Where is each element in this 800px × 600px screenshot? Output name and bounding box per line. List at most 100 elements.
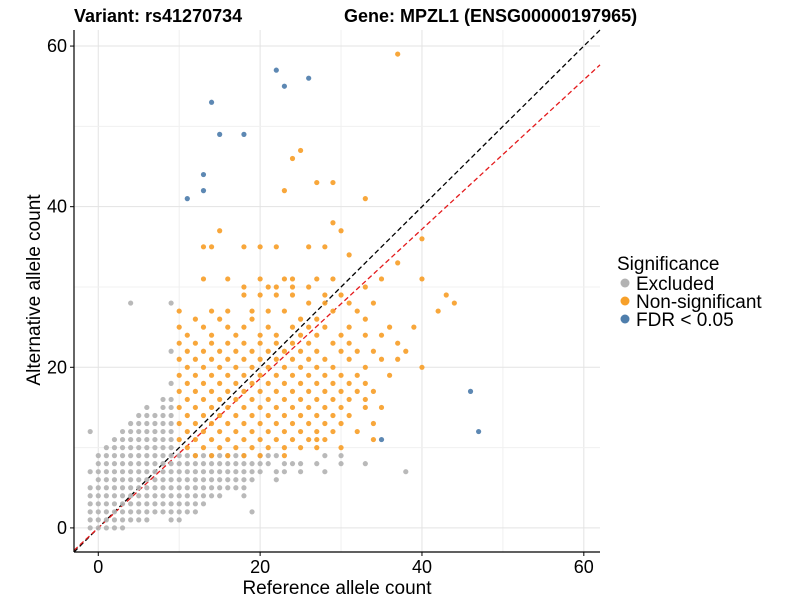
- point-excluded: [119, 493, 126, 499]
- point-excluded: [95, 501, 101, 507]
- point-excluded: [160, 501, 166, 507]
- point-excluded: [119, 445, 126, 451]
- point-excluded: [136, 477, 142, 483]
- point-fdr-0-05: [184, 196, 190, 202]
- point-excluded: [184, 477, 190, 483]
- point-non-significant: [217, 348, 223, 354]
- point-excluded: [249, 477, 255, 483]
- point-non-significant: [257, 453, 263, 459]
- point-excluded: [119, 509, 126, 515]
- point-non-significant: [338, 388, 344, 394]
- point-excluded: [128, 300, 134, 306]
- point-non-significant: [208, 244, 215, 250]
- point-non-significant: [200, 445, 207, 451]
- point-non-significant: [200, 380, 207, 386]
- point-excluded: [168, 396, 174, 403]
- legend-swatch-fdr: [620, 314, 630, 324]
- point-non-significant: [265, 412, 271, 419]
- point-non-significant: [306, 340, 312, 346]
- point-excluded: [168, 493, 174, 499]
- point-non-significant: [241, 340, 247, 346]
- point-excluded: [136, 461, 142, 467]
- point-excluded: [160, 461, 166, 467]
- point-excluded: [249, 469, 255, 475]
- point-excluded: [160, 445, 166, 451]
- point-excluded: [144, 412, 150, 419]
- point-excluded: [168, 380, 174, 386]
- point-excluded: [128, 461, 134, 467]
- point-non-significant: [233, 445, 239, 451]
- point-non-significant: [257, 372, 263, 378]
- point-non-significant: [289, 276, 296, 282]
- point-excluded: [128, 453, 134, 459]
- point-non-significant: [257, 292, 263, 298]
- point-non-significant: [249, 428, 255, 435]
- point-excluded: [103, 509, 109, 515]
- point-non-significant: [225, 324, 231, 330]
- point-excluded: [160, 493, 166, 499]
- point-excluded: [87, 509, 93, 515]
- point-non-significant: [322, 356, 328, 362]
- point-non-significant: [208, 356, 215, 362]
- point-excluded: [168, 509, 174, 515]
- point-excluded: [136, 428, 142, 435]
- point-excluded: [208, 461, 215, 467]
- point-excluded: [95, 485, 101, 491]
- point-excluded: [168, 469, 174, 475]
- point-excluded: [200, 501, 207, 507]
- point-non-significant: [314, 412, 320, 419]
- x-tick-label: 20: [250, 557, 270, 577]
- point-non-significant: [241, 356, 247, 362]
- point-non-significant: [249, 364, 255, 370]
- point-excluded: [87, 485, 93, 491]
- point-excluded: [192, 485, 198, 491]
- point-excluded: [111, 469, 118, 475]
- point-non-significant: [370, 348, 377, 354]
- point-non-significant: [306, 356, 312, 362]
- point-non-significant: [281, 453, 287, 459]
- point-non-significant: [346, 340, 352, 346]
- point-excluded: [128, 436, 134, 443]
- point-non-significant: [281, 396, 287, 403]
- point-non-significant: [346, 324, 352, 330]
- point-excluded: [128, 469, 134, 475]
- point-excluded: [144, 404, 150, 411]
- point-non-significant: [314, 436, 320, 443]
- point-excluded: [176, 509, 182, 515]
- point-non-significant: [330, 340, 336, 346]
- point-non-significant: [233, 364, 239, 370]
- point-non-significant: [257, 420, 263, 427]
- point-excluded: [192, 477, 198, 483]
- point-excluded: [273, 453, 279, 459]
- point-excluded: [103, 493, 109, 499]
- point-excluded: [273, 477, 279, 483]
- point-excluded: [233, 469, 239, 475]
- point-non-significant: [378, 332, 385, 338]
- point-excluded: [176, 517, 182, 523]
- point-non-significant: [281, 348, 287, 354]
- point-excluded: [200, 469, 207, 475]
- point-excluded: [338, 453, 344, 459]
- point-non-significant: [314, 396, 320, 403]
- point-excluded: [136, 469, 142, 475]
- point-non-significant: [200, 364, 207, 370]
- point-non-significant: [208, 453, 215, 459]
- point-non-significant: [281, 188, 287, 194]
- point-non-significant: [387, 324, 393, 330]
- point-excluded: [208, 477, 215, 483]
- point-non-significant: [314, 348, 320, 354]
- point-excluded: [241, 477, 247, 483]
- point-non-significant: [217, 228, 223, 234]
- point-non-significant: [289, 155, 296, 162]
- point-excluded: [111, 509, 118, 515]
- point-excluded: [103, 485, 109, 491]
- point-non-significant: [330, 380, 336, 386]
- identity-line: [73, 29, 601, 553]
- point-excluded: [152, 509, 158, 515]
- point-excluded: [111, 461, 118, 467]
- point-non-significant: [378, 276, 385, 282]
- point-excluded: [297, 469, 304, 475]
- point-excluded: [111, 436, 118, 443]
- point-excluded: [160, 428, 166, 435]
- point-non-significant: [176, 388, 182, 394]
